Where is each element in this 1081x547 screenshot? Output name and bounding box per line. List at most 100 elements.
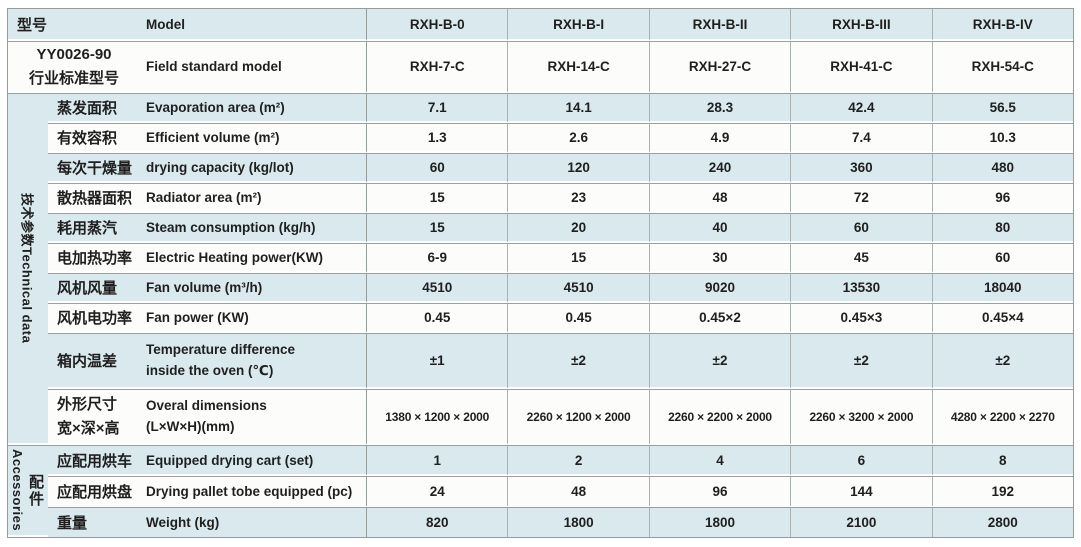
accessories-vertical-text: Accessories: [10, 449, 25, 532]
data-cell: 13530: [790, 273, 932, 303]
standard-label-zh: YY0026-90 行业标准型号: [8, 41, 141, 93]
row-label-zh: 重量: [48, 507, 141, 537]
data-cell: 9020: [648, 273, 791, 303]
row-label-en: Overal dimensions (L×W×H)(mm): [140, 389, 367, 445]
standard-code: YY0026-90: [36, 46, 112, 64]
data-cell: 0.45: [507, 303, 649, 333]
row-label-zh: 散热器面积: [48, 183, 141, 213]
spec-table-container: 型号 Model RXH-B-0 RXH-B-I RXH-B-II RXH-B-…: [7, 8, 1074, 541]
data-cell: 10.3: [931, 123, 1073, 153]
model-name-cell: RXH-B-I: [507, 9, 649, 41]
data-cell: ±1: [366, 333, 508, 389]
table-row: 耗用蒸汽 Steam consumption (kg/h) 15 20 40 6…: [8, 213, 1073, 243]
row-label-zh-line2: 宽×深×高: [57, 419, 120, 437]
data-cell: 7.1: [366, 93, 508, 123]
row-label-en: drying capacity (kg/lot): [140, 153, 367, 183]
spec-table: 型号 Model RXH-B-0 RXH-B-I RXH-B-II RXH-B-…: [7, 8, 1074, 538]
row-label-en-line1: Overal dimensions: [146, 397, 267, 413]
data-cell: 480: [931, 153, 1073, 183]
data-cell: 2100: [790, 507, 932, 537]
row-label-zh: 有效容积: [48, 123, 141, 153]
data-cell: 1: [366, 445, 508, 476]
data-cell: 4: [648, 445, 791, 476]
data-cell: 60: [366, 153, 508, 183]
model-label-zh: 型号: [8, 9, 141, 41]
data-cell: 8: [931, 445, 1073, 476]
standard-model-cell: RXH-7-C: [366, 41, 508, 93]
technical-data-section-label: 技术参数Technical data: [8, 93, 48, 445]
accessories-label-zh: 配件: [27, 473, 44, 508]
standard-model-cell: RXH-27-C: [648, 41, 791, 93]
model-name-cell: RXH-B-0: [366, 9, 508, 41]
data-cell: 23: [507, 183, 649, 213]
data-cell: 0.45×4: [931, 303, 1073, 333]
table-row: 技术参数Technical data 蒸发面积 Evaporation area…: [8, 93, 1073, 445]
data-cell: ±2: [507, 333, 649, 389]
table-row: 重量 Weight (kg) 820 1800 1800 2100 2800: [8, 507, 1073, 537]
data-cell: 120: [507, 153, 649, 183]
data-cell: 1800: [648, 507, 791, 537]
row-label-zh: 箱内温差: [48, 333, 141, 389]
standard-model-cell: RXH-14-C: [507, 41, 649, 93]
data-cell: 4510: [507, 273, 649, 303]
data-cell: 60: [790, 213, 932, 243]
row-label-en: Electric Heating power(KW): [140, 243, 367, 273]
table-row: 外形尺寸 宽×深×高 Overal dimensions (L×W×H)(mm)…: [8, 389, 1073, 445]
table-row: 散热器面积 Radiator area (m²) 15 23 48 72 96: [8, 183, 1073, 213]
data-cell: 2260 × 2200 × 2000: [648, 389, 791, 445]
data-cell: 2800: [931, 507, 1073, 537]
data-cell: 1.3: [366, 123, 508, 153]
row-label-en-line2: (L×W×H)(mm): [146, 418, 235, 434]
data-cell: 28.3: [648, 93, 791, 123]
row-label-zh: 风机电功率: [48, 303, 141, 333]
standard-label-en: Field standard model: [140, 41, 367, 93]
row-label-zh: 每次干燥量: [48, 153, 141, 183]
table-row: 风机电功率 Fan power (KW) 0.45 0.45 0.45×2 0.…: [8, 303, 1073, 333]
row-label-en: Fan power (KW): [140, 303, 367, 333]
data-cell: 1800: [507, 507, 649, 537]
data-cell: 4.9: [648, 123, 791, 153]
data-cell: 42.4: [790, 93, 932, 123]
row-label-en: Equipped drying cart (set): [140, 445, 367, 476]
row-label-en: Radiator area (m²): [140, 183, 367, 213]
row-label-en: Efficient volume (m²): [140, 123, 367, 153]
data-cell: 24: [366, 476, 508, 507]
model-name-cell: RXH-B-IV: [931, 9, 1073, 41]
table-row: 电加热功率 Electric Heating power(KW) 6-9 15 …: [8, 243, 1073, 273]
row-label-zh: 耗用蒸汽: [48, 213, 141, 243]
row-label-zh: 电加热功率: [48, 243, 141, 273]
data-cell: ±2: [931, 333, 1073, 389]
data-cell: 144: [790, 476, 932, 507]
data-cell: 192: [931, 476, 1073, 507]
row-label-zh: 应配用烘盘: [48, 476, 141, 507]
data-cell: 15: [507, 243, 649, 273]
data-cell: 30: [648, 243, 791, 273]
table-row: 应配用烘盘 Drying pallet tobe equipped (pc) 2…: [8, 476, 1073, 507]
standard-model-cell: RXH-41-C: [790, 41, 932, 93]
data-cell: 80: [931, 213, 1073, 243]
data-cell: 7.4: [790, 123, 932, 153]
standard-model-row: YY0026-90 行业标准型号 Field standard model RX…: [8, 41, 1073, 93]
row-label-en-line2: inside the oven (℃): [146, 362, 274, 378]
data-cell: 2260 × 1200 × 2000: [507, 389, 649, 445]
row-label-en: Weight (kg): [140, 507, 367, 537]
data-cell: 96: [931, 183, 1073, 213]
row-label-en: Evaporation area (m²): [140, 93, 367, 123]
model-name-cell: RXH-B-II: [648, 9, 791, 41]
table-row: 箱内温差 Temperature difference inside the o…: [8, 333, 1073, 389]
data-cell: 820: [366, 507, 508, 537]
data-cell: 96: [648, 476, 791, 507]
data-cell: 4510: [366, 273, 508, 303]
table-row: 有效容积 Efficient volume (m²) 1.3 2.6 4.9 7…: [8, 123, 1073, 153]
row-label-en-line1: Temperature difference: [146, 341, 296, 357]
table-row: 每次干燥量 drying capacity (kg/lot) 60 120 24…: [8, 153, 1073, 183]
data-cell: 40: [648, 213, 791, 243]
data-cell: 240: [648, 153, 791, 183]
row-label-en: Steam consumption (kg/h): [140, 213, 367, 243]
data-cell: 15: [366, 213, 508, 243]
data-cell: 60: [931, 243, 1073, 273]
data-cell: 72: [790, 183, 932, 213]
data-cell: 2.6: [507, 123, 649, 153]
data-cell: 0.45: [366, 303, 508, 333]
data-cell: 18040: [931, 273, 1073, 303]
